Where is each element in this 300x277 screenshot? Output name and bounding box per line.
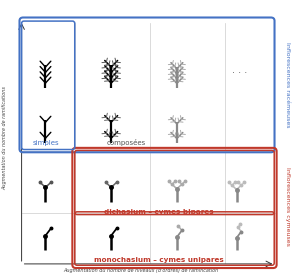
- Text: simples: simples: [32, 140, 59, 146]
- Text: Augmentation du nombre de niveaux (d'ordres) de ramification: Augmentation du nombre de niveaux (d'ord…: [63, 268, 219, 273]
- Text: monochasium – cymes unipares: monochasium – cymes unipares: [94, 257, 224, 263]
- Text: . . .: . . .: [232, 65, 247, 75]
- Text: Inflorescences cymeuses: Inflorescences cymeuses: [285, 166, 290, 245]
- Text: Inflorescences racémeuses: Inflorescences racémeuses: [285, 42, 290, 127]
- Text: dichasium – cymes bipares: dichasium – cymes bipares: [104, 209, 214, 215]
- Text: composées: composées: [106, 139, 146, 146]
- Text: Augmentation du nombre de ramifications: Augmentation du nombre de ramifications: [3, 87, 8, 191]
